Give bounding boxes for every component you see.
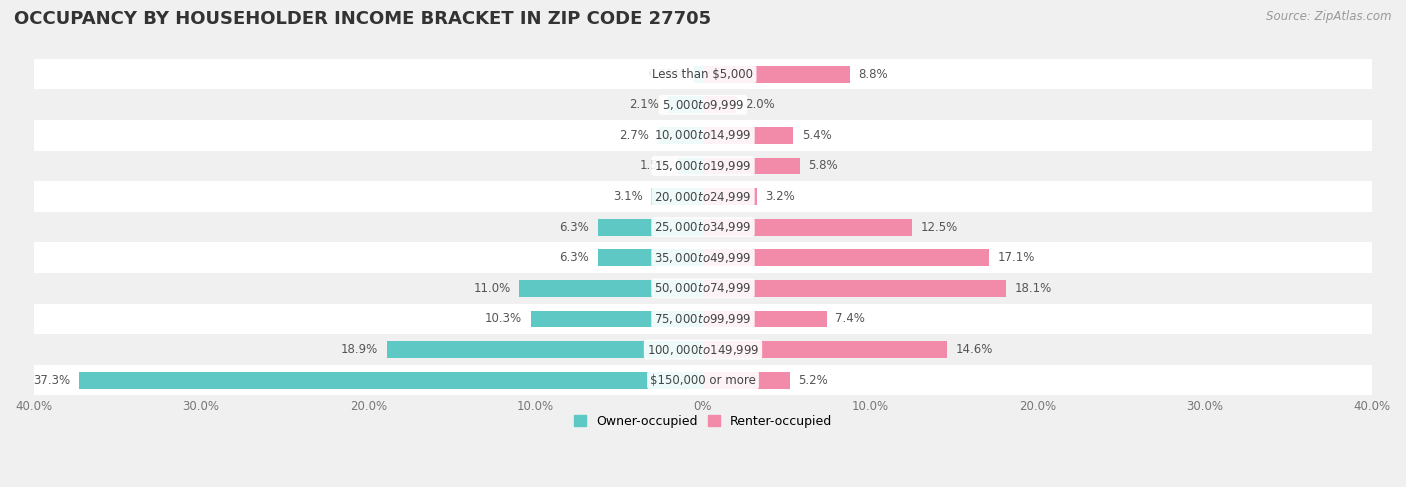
Text: 0.55%: 0.55%	[648, 68, 686, 81]
Text: 10.3%: 10.3%	[485, 313, 522, 325]
Text: Source: ZipAtlas.com: Source: ZipAtlas.com	[1267, 10, 1392, 23]
Text: 14.6%: 14.6%	[956, 343, 993, 356]
Bar	[34, 212, 1372, 243]
Bar	[34, 243, 1372, 273]
Bar	[703, 372, 790, 389]
Bar	[34, 150, 1372, 181]
Text: 18.9%: 18.9%	[342, 343, 378, 356]
Bar	[519, 280, 703, 297]
Bar	[703, 249, 990, 266]
Bar	[79, 372, 703, 389]
Text: 6.3%: 6.3%	[560, 221, 589, 234]
Bar	[34, 90, 1372, 120]
Text: 12.5%: 12.5%	[921, 221, 957, 234]
Text: 1.5%: 1.5%	[640, 159, 669, 172]
Text: 37.3%: 37.3%	[34, 374, 70, 387]
Bar	[387, 341, 703, 358]
Bar	[34, 273, 1372, 303]
Legend: Owner-occupied, Renter-occupied: Owner-occupied, Renter-occupied	[568, 410, 838, 433]
Text: $150,000 or more: $150,000 or more	[650, 374, 756, 387]
Bar	[658, 127, 703, 144]
Text: $5,000 to $9,999: $5,000 to $9,999	[662, 98, 744, 112]
Bar	[34, 303, 1372, 334]
Bar	[703, 188, 756, 205]
Text: 3.1%: 3.1%	[613, 190, 643, 203]
Text: $35,000 to $49,999: $35,000 to $49,999	[654, 251, 752, 265]
Bar	[703, 66, 851, 82]
Bar	[703, 280, 1005, 297]
Text: 2.1%: 2.1%	[630, 98, 659, 111]
Text: 2.7%: 2.7%	[620, 129, 650, 142]
Bar	[703, 311, 827, 327]
Text: $100,000 to $149,999: $100,000 to $149,999	[647, 342, 759, 356]
Text: Less than $5,000: Less than $5,000	[652, 68, 754, 81]
Text: 5.4%: 5.4%	[801, 129, 831, 142]
Bar	[668, 96, 703, 113]
Bar	[34, 120, 1372, 150]
Text: 5.8%: 5.8%	[808, 159, 838, 172]
Text: $75,000 to $99,999: $75,000 to $99,999	[654, 312, 752, 326]
Text: $25,000 to $34,999: $25,000 to $34,999	[654, 220, 752, 234]
Bar	[703, 96, 737, 113]
Text: $10,000 to $14,999: $10,000 to $14,999	[654, 129, 752, 142]
Bar	[34, 334, 1372, 365]
Bar	[703, 127, 793, 144]
Text: 3.2%: 3.2%	[765, 190, 794, 203]
Text: 18.1%: 18.1%	[1014, 282, 1052, 295]
Bar	[678, 157, 703, 174]
Bar	[703, 157, 800, 174]
Bar	[34, 59, 1372, 90]
Text: $20,000 to $24,999: $20,000 to $24,999	[654, 189, 752, 204]
Bar	[703, 341, 948, 358]
Bar	[598, 249, 703, 266]
Bar	[34, 181, 1372, 212]
Text: 17.1%: 17.1%	[997, 251, 1035, 264]
Text: $50,000 to $74,999: $50,000 to $74,999	[654, 281, 752, 295]
Text: OCCUPANCY BY HOUSEHOLDER INCOME BRACKET IN ZIP CODE 27705: OCCUPANCY BY HOUSEHOLDER INCOME BRACKET …	[14, 10, 711, 28]
Text: 8.8%: 8.8%	[859, 68, 889, 81]
Bar	[693, 66, 703, 82]
Text: 2.0%: 2.0%	[745, 98, 775, 111]
Bar	[34, 365, 1372, 395]
Text: 7.4%: 7.4%	[835, 313, 865, 325]
Bar	[598, 219, 703, 236]
Bar	[530, 311, 703, 327]
Text: $15,000 to $19,999: $15,000 to $19,999	[654, 159, 752, 173]
Bar	[703, 219, 912, 236]
Bar	[651, 188, 703, 205]
Text: 6.3%: 6.3%	[560, 251, 589, 264]
Text: 5.2%: 5.2%	[799, 374, 828, 387]
Text: 11.0%: 11.0%	[474, 282, 510, 295]
